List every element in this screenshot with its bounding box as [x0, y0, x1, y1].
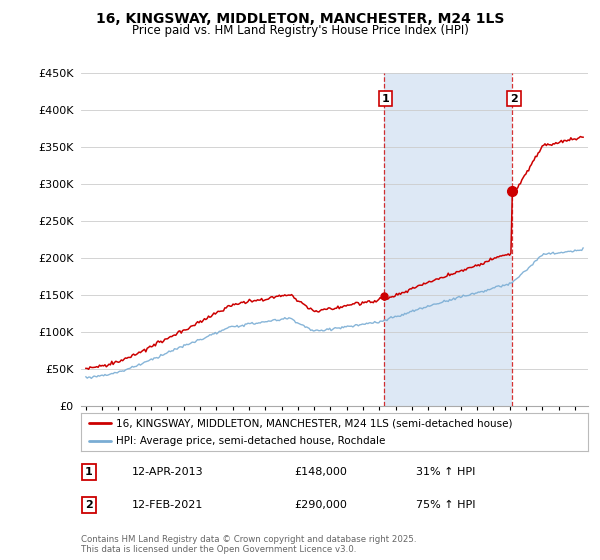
Text: Contains HM Land Registry data © Crown copyright and database right 2025.
This d: Contains HM Land Registry data © Crown c… [81, 535, 416, 554]
Text: 12-APR-2013: 12-APR-2013 [132, 467, 203, 477]
Text: HPI: Average price, semi-detached house, Rochdale: HPI: Average price, semi-detached house,… [116, 436, 386, 446]
Text: £148,000: £148,000 [294, 467, 347, 477]
Text: 75% ↑ HPI: 75% ↑ HPI [416, 500, 475, 510]
Text: 16, KINGSWAY, MIDDLETON, MANCHESTER, M24 1LS (semi-detached house): 16, KINGSWAY, MIDDLETON, MANCHESTER, M24… [116, 418, 513, 428]
Text: 1: 1 [85, 467, 92, 477]
Text: 2: 2 [510, 94, 518, 104]
Bar [384, 73, 512, 406]
Text: Price paid vs. HM Land Registry's House Price Index (HPI): Price paid vs. HM Land Registry's House … [131, 24, 469, 37]
Text: 2: 2 [85, 500, 92, 510]
Text: £290,000: £290,000 [294, 500, 347, 510]
Text: 12-FEB-2021: 12-FEB-2021 [132, 500, 203, 510]
Text: 31% ↑ HPI: 31% ↑ HPI [416, 467, 475, 477]
Text: 1: 1 [382, 94, 389, 104]
Text: 16, KINGSWAY, MIDDLETON, MANCHESTER, M24 1LS: 16, KINGSWAY, MIDDLETON, MANCHESTER, M24… [96, 12, 504, 26]
